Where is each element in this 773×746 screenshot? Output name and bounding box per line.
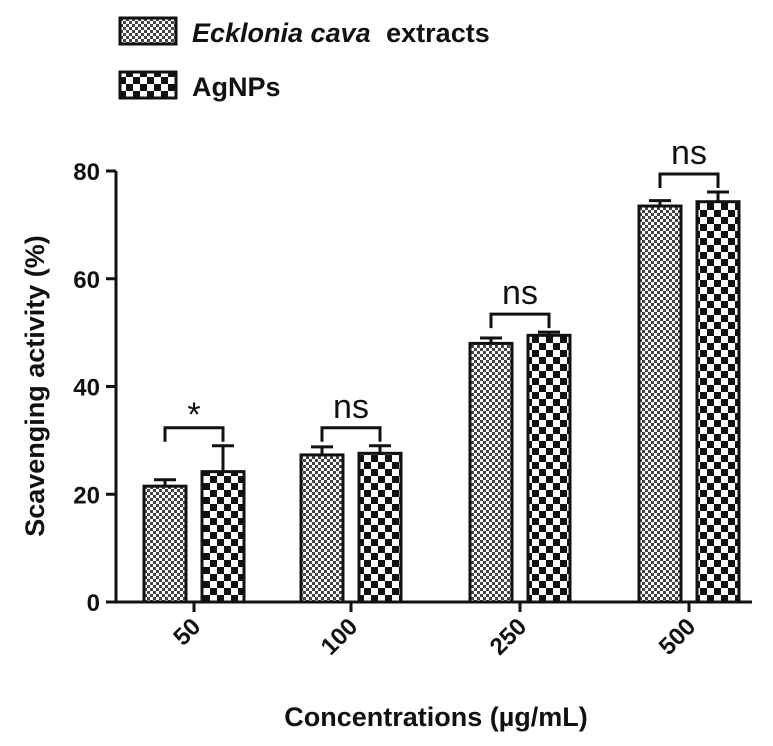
x-tick-label: 50 (168, 613, 206, 651)
significance-label: * (187, 396, 200, 434)
y-tick-label: 0 (87, 590, 100, 617)
legend-item-agnps: AgNPs (118, 70, 281, 102)
significance-label: ns (671, 134, 707, 172)
legend-label-extracts: Ecklonia cava extracts (192, 18, 490, 48)
significance-annotations: * ns ns ns (163, 134, 720, 442)
y-ticks: 0 20 40 60 80 (73, 159, 116, 617)
x-tick-label: 250 (485, 613, 532, 660)
x-axis-title: Concentrations (µg/mL) (284, 702, 588, 732)
significance-bracket (163, 426, 225, 442)
bar (526, 333, 572, 604)
bar (200, 470, 246, 604)
bar (468, 341, 514, 604)
x-tick-label: 500 (654, 613, 701, 660)
bar (299, 453, 345, 604)
legend: Ecklonia cava extracts AgNPs (118, 16, 490, 102)
significance-bracket (320, 426, 382, 442)
legend-item-extracts: Ecklonia cava extracts (118, 16, 490, 48)
y-axis-title: Scavenging activity (%) (20, 235, 50, 537)
significance-label: ns (502, 274, 538, 312)
x-tick-label: 100 (316, 613, 363, 660)
bar (637, 204, 683, 604)
significance-bracket (658, 172, 720, 189)
legend-label-agnps: AgNPs (192, 72, 281, 102)
y-tick-label: 80 (73, 159, 100, 186)
y-tick-label: 40 (73, 375, 100, 402)
bars (142, 190, 741, 604)
significance-label: ns (333, 388, 369, 426)
legend-swatch-agnps (118, 70, 178, 100)
y-tick-label: 60 (73, 267, 100, 294)
x-ticks: 50 100 250 500 (168, 602, 701, 661)
legend-swatch-extracts (118, 16, 178, 46)
bar (695, 200, 741, 604)
bar (142, 484, 188, 604)
y-tick-label: 20 (73, 482, 100, 509)
significance-bracket (489, 312, 551, 329)
bar (357, 451, 403, 604)
